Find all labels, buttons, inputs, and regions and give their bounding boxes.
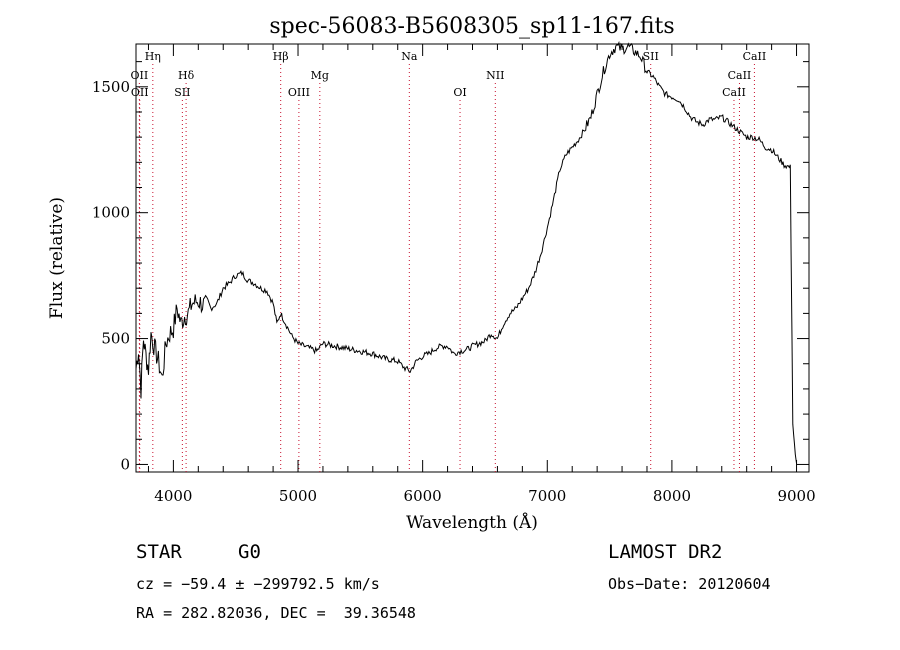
line-marker-label: Hη (145, 50, 161, 63)
line-marker-label: OII (131, 69, 149, 82)
line-marker-label: SII (643, 50, 659, 63)
x-tick-label: 5000 (279, 487, 317, 505)
line-marker-label: OI (453, 86, 466, 99)
axis-ticks: 4000 5000 6000 7000 8000 9000 0 500 1000 1500 (92, 44, 816, 505)
spectrum-line (135, 40, 797, 464)
survey-name: LAMOST DR2 (608, 541, 723, 563)
spectrum-chart: spec-56083-B5608305_sp11-167.fits Hη OII O… (47, 14, 816, 533)
line-marker-label: Na (401, 50, 418, 63)
line-marker-label: OIII (288, 86, 310, 99)
plot-frame (135, 43, 810, 473)
line-marker-label: OII (131, 86, 149, 99)
x-tick-label: 4000 (154, 487, 192, 505)
y-tick-label: 1500 (92, 78, 130, 96)
object-subclass: G0 (238, 541, 261, 563)
x-tick-label: 7000 (528, 487, 566, 505)
line-marker-label: Mg (311, 69, 329, 82)
x-tick-label: 9000 (777, 487, 815, 505)
redshift-velocity: cz = −59.4 ± −299792.5 km/s (136, 575, 380, 593)
y-tick-label: 1000 (92, 204, 130, 222)
y-tick-label: 500 (101, 330, 130, 348)
y-axis-label: Flux (relative) (47, 197, 67, 319)
sky-coordinates: RA = 282.82036, DEC = 39.36548 (136, 604, 416, 622)
object-class: STAR (136, 541, 182, 563)
line-marker-label: NII (486, 69, 504, 82)
x-tick-label: 6000 (404, 487, 442, 505)
line-marker-label: Hβ (273, 50, 289, 63)
y-tick-label: 0 (120, 455, 130, 473)
observation-date: Obs−Date: 20120604 (608, 575, 771, 593)
line-marker-label: Hδ (178, 69, 195, 82)
chart-title: spec-56083-B5608305_sp11-167.fits (269, 14, 674, 39)
line-marker-label: CaII (743, 50, 767, 63)
line-marker-label: CaII (728, 69, 752, 82)
x-tick-label: 8000 (653, 487, 691, 505)
x-axis-label: Wavelength (Å) (406, 512, 538, 533)
line-marker-label: SII (174, 86, 190, 99)
line-marker-label: CaII (722, 86, 746, 99)
